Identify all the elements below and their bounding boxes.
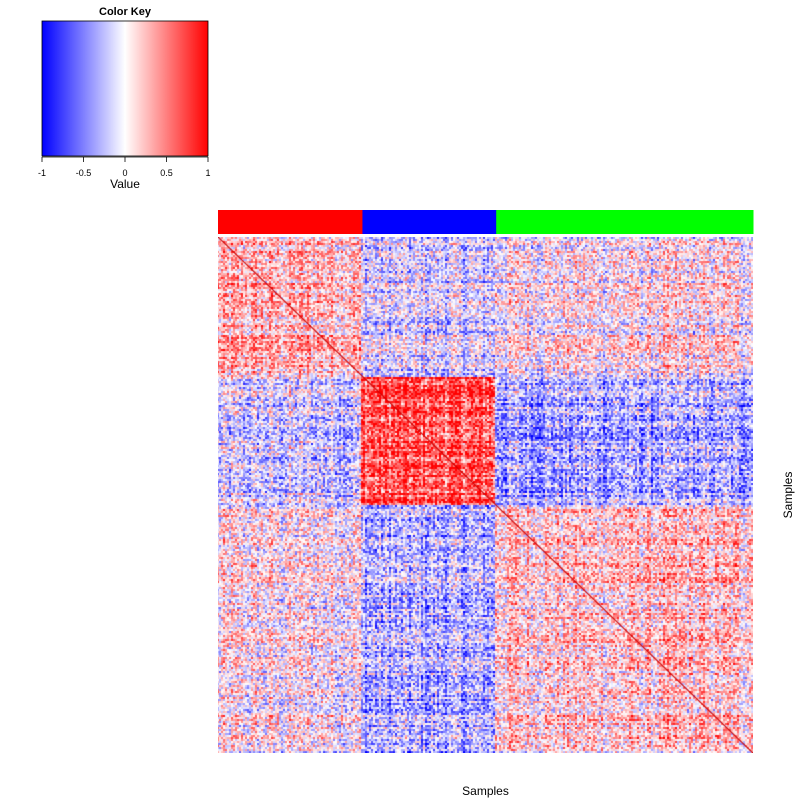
- color-key-tick-label: 0: [122, 168, 127, 178]
- group-bar-segment-1: [218, 210, 363, 234]
- correlation-heatmap: [218, 237, 753, 753]
- x-axis-label: Samples: [462, 784, 509, 798]
- color-key-tick-label: 1: [205, 168, 210, 178]
- color-key-tick-label: 0.5: [160, 168, 173, 178]
- color-key-gradient: [42, 21, 208, 156]
- column-side-color-bar: [218, 210, 754, 234]
- color-key-label: Value: [110, 177, 140, 191]
- color-key-border: [41, 20, 209, 157]
- group-bar-segment-3: [496, 210, 754, 234]
- color-key-tick-label: -0.5: [76, 168, 92, 178]
- color-key-title: Color Key: [99, 6, 152, 18]
- color-key-tick-label: -1: [38, 168, 46, 178]
- group-bar-segment-2: [362, 210, 497, 234]
- color-key: Color Key -1 -0.5 0 0.5 1 Value: [38, 6, 211, 191]
- y-axis-label: Samples: [781, 471, 795, 519]
- color-key-ticks: -1 -0.5 0 0.5 1: [38, 157, 211, 178]
